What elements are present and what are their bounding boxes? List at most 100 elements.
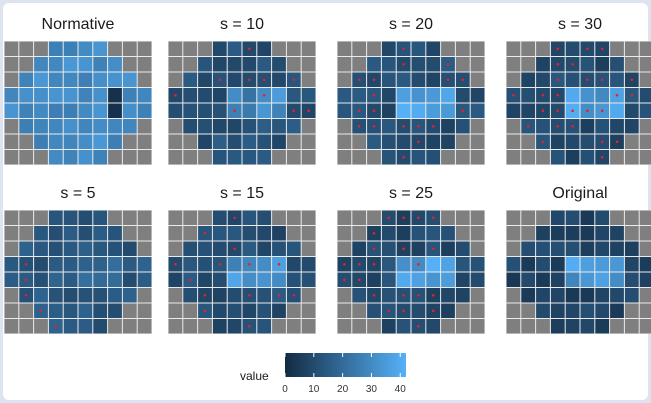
heatmap-cell — [639, 226, 651, 241]
heatmap-cell — [34, 241, 48, 256]
heatmap-cell — [78, 134, 93, 149]
heatmap-cell — [595, 272, 610, 287]
heatmap-cell — [4, 88, 19, 103]
heatmap-cell — [227, 257, 242, 272]
heatmap-cell — [286, 257, 301, 272]
heatmap-cell — [639, 119, 651, 134]
changed-cell-marker — [372, 93, 376, 97]
heatmap-cell — [286, 88, 301, 103]
heatmap-cell — [198, 57, 212, 72]
heatmap-cell — [257, 319, 272, 334]
heatmap-cell — [470, 72, 485, 87]
heatmap-cell — [48, 72, 63, 87]
heatmap-cell — [639, 303, 651, 318]
heatmap-cell — [470, 303, 485, 318]
heatmap-cell — [580, 210, 595, 225]
heatmap-cell — [470, 88, 485, 103]
heatmap-cell — [595, 119, 610, 134]
heatmap-cell — [63, 303, 78, 318]
heatmap-cell — [381, 72, 396, 87]
changed-cell-marker — [233, 216, 236, 220]
heatmap-cell — [455, 303, 470, 318]
heatmap-cell — [34, 272, 48, 287]
heatmap-cell — [63, 41, 78, 56]
heatmap-cell — [4, 226, 19, 241]
heatmap-cell — [108, 134, 122, 149]
changed-cell-marker — [402, 293, 405, 297]
heatmap-cell — [122, 88, 137, 103]
changed-cell-marker — [630, 93, 634, 97]
heatmap-cell — [301, 257, 316, 272]
heatmap-cell — [212, 303, 227, 318]
heatmap-cell — [521, 257, 536, 272]
heatmap-cell — [426, 257, 441, 272]
heatmap-cell — [4, 134, 19, 149]
heatmap-cell — [381, 272, 396, 287]
heatmap-cell — [521, 226, 536, 241]
heatmap-cell — [455, 119, 470, 134]
heatmap-cell — [78, 57, 93, 72]
heatmap-cell — [122, 288, 137, 303]
heatmap-cell — [242, 210, 257, 225]
changed-cell-marker — [541, 140, 545, 144]
heatmap-cell — [426, 103, 441, 118]
heatmap-cell — [19, 226, 34, 241]
heatmap-cell — [198, 257, 212, 272]
heatmap-cell — [78, 88, 93, 103]
heatmap-cell — [352, 41, 367, 56]
heatmap-cell — [610, 103, 624, 118]
heatmap-cell — [595, 210, 610, 225]
heatmap-cell — [4, 57, 19, 72]
changed-cell-marker — [461, 78, 465, 82]
changed-cell-marker — [292, 293, 296, 297]
heatmap-cell — [4, 272, 19, 287]
heatmap-cell — [48, 288, 63, 303]
heatmap-cell — [108, 272, 122, 287]
heatmap-cell — [639, 134, 651, 149]
heatmap-cell — [198, 241, 212, 256]
changed-cell-marker — [600, 78, 604, 82]
heatmap-cell — [381, 241, 396, 256]
changed-cell-marker — [446, 78, 450, 82]
changed-cell-marker — [541, 93, 545, 97]
heatmap-cell — [441, 210, 455, 225]
heatmap-cell — [536, 72, 550, 87]
heatmap-cell — [396, 134, 411, 149]
heatmap-cell — [536, 257, 550, 272]
heatmap-cell — [301, 319, 316, 334]
heatmap-cell — [381, 119, 396, 134]
heatmap-cell — [227, 41, 242, 56]
heatmap-cell — [242, 103, 257, 118]
heatmap-cell — [4, 210, 19, 225]
heatmap-cell — [565, 150, 580, 165]
heatmap-cell — [506, 319, 521, 334]
heatmap-cell — [396, 257, 411, 272]
heatmap-cell — [337, 72, 352, 87]
heatmap-cell — [455, 319, 470, 334]
heatmap-cell — [48, 103, 63, 118]
heatmap-cell — [227, 226, 242, 241]
heatmap-cell — [286, 119, 301, 134]
heatmap-cell — [93, 210, 108, 225]
heatmap-cell — [122, 72, 137, 87]
changed-cell-marker — [556, 109, 560, 113]
heatmap-cell — [122, 134, 137, 149]
heatmap-cell — [426, 41, 441, 56]
heatmap-cell — [63, 72, 78, 87]
heatmap-cell — [34, 226, 48, 241]
heatmap-cell — [93, 272, 108, 287]
heatmap-cell — [48, 241, 63, 256]
heatmap-cell — [48, 272, 63, 287]
heatmap-cell — [610, 272, 624, 287]
panel-title: s = 20 — [389, 16, 433, 33]
heatmap-cell — [19, 134, 34, 149]
heatmap-panel: Original — [506, 185, 651, 334]
heatmap-cell — [381, 134, 396, 149]
changed-cell-marker — [248, 262, 251, 266]
heatmap-cell — [137, 272, 152, 287]
heatmap-cell — [455, 210, 470, 225]
heatmap-cell — [441, 226, 455, 241]
heatmap-cell — [34, 119, 48, 134]
heatmap-cell — [19, 303, 34, 318]
heatmap-cell — [301, 134, 316, 149]
